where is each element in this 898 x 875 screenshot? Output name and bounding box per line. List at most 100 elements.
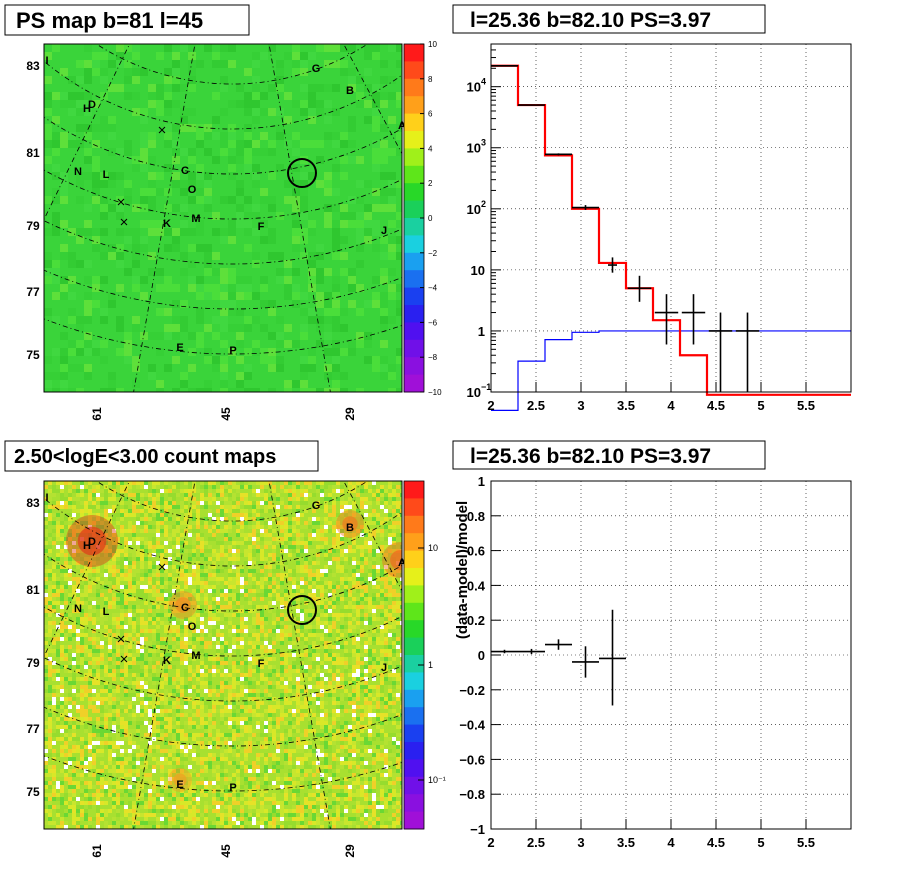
map-pixel <box>280 677 284 681</box>
map-pixel <box>64 549 68 553</box>
map-pixel <box>164 709 168 713</box>
map-pixel <box>320 637 324 641</box>
map-pixel <box>200 721 204 725</box>
map-pixel <box>240 673 244 677</box>
map-pixel <box>320 641 324 645</box>
map-pixel <box>300 52 308 60</box>
map-pixel <box>164 689 168 693</box>
map-pixel <box>244 505 248 509</box>
map-pixel <box>252 172 260 180</box>
map-pixel <box>256 489 260 493</box>
map-pixel <box>288 521 292 525</box>
map-pixel <box>160 545 164 549</box>
map-pixel <box>300 485 304 489</box>
map-pixel <box>280 513 284 517</box>
map-pixel <box>112 545 116 549</box>
map-pixel <box>316 613 320 617</box>
map-pixel <box>88 601 92 605</box>
map-pixel <box>368 565 372 569</box>
colorbar-band <box>404 252 424 271</box>
map-pixel <box>312 697 316 701</box>
map-pixel <box>168 589 172 593</box>
map-pixel <box>356 260 364 268</box>
map-pixel <box>108 372 116 380</box>
map-pixel <box>216 581 220 585</box>
map-pixel <box>184 565 188 569</box>
map-pixel <box>324 693 328 697</box>
map-pixel <box>260 581 264 585</box>
map-pixel <box>244 485 248 489</box>
map-pixel <box>252 613 256 617</box>
map-pixel <box>156 268 164 276</box>
map-pixel <box>292 60 300 68</box>
map-pixel <box>328 501 332 505</box>
map-pixel <box>300 589 304 593</box>
map-pixel <box>360 661 364 665</box>
map-pixel <box>104 529 108 533</box>
map-pixel <box>68 657 72 661</box>
map-pixel <box>316 529 320 533</box>
map-pixel <box>260 625 264 629</box>
map-pixel <box>168 681 172 685</box>
map-pixel <box>64 637 68 641</box>
map-pixel <box>356 697 360 701</box>
map-pixel <box>304 497 308 501</box>
map-pixel <box>344 505 348 509</box>
map-pixel <box>228 525 232 529</box>
map-pixel <box>264 673 268 677</box>
map-pixel <box>284 140 292 148</box>
map-pixel <box>180 204 188 212</box>
map-pixel <box>360 485 364 489</box>
map-pixel <box>160 613 164 617</box>
map-pixel <box>56 601 60 605</box>
map-pixel <box>92 244 100 252</box>
map-pixel <box>172 332 180 340</box>
map-pixel <box>72 597 76 601</box>
map-pixel <box>256 669 260 673</box>
map-pixel <box>328 633 332 637</box>
map-pixel <box>264 681 268 685</box>
map-pixel <box>276 625 280 629</box>
map-pixel <box>188 525 192 529</box>
map-pixel <box>152 661 156 665</box>
map-pixel <box>256 705 260 709</box>
total-model-line <box>491 64 851 396</box>
map-pixel <box>180 637 184 641</box>
map-pixel <box>384 625 388 629</box>
map-pixel <box>372 497 376 501</box>
map-pixel <box>60 549 64 553</box>
map-pixel <box>128 493 132 497</box>
map-pixel <box>300 537 304 541</box>
map-pixel <box>380 653 384 657</box>
map-pixel <box>372 549 376 553</box>
map-pixel <box>368 513 372 517</box>
map-pixel <box>312 657 316 661</box>
map-pixel <box>288 493 292 497</box>
map-pixel <box>52 573 56 577</box>
map-pixel <box>164 44 172 52</box>
map-pixel <box>68 573 72 577</box>
map-pixel <box>392 569 396 573</box>
map-pixel <box>240 645 244 649</box>
map-pixel <box>284 92 292 100</box>
map-pixel <box>196 573 200 577</box>
map-pixel <box>320 501 324 505</box>
map-pixel <box>232 573 236 577</box>
map-pixel <box>256 701 260 705</box>
map-pixel <box>196 673 200 677</box>
map-pixel <box>192 601 196 605</box>
map-pixel <box>148 196 156 204</box>
map-pixel <box>120 585 124 589</box>
y-tick-exponent: 2 <box>481 199 486 209</box>
map-pixel <box>372 100 380 108</box>
map-pixel <box>96 657 100 661</box>
map-pixel <box>172 513 176 517</box>
map-pixel <box>264 641 268 645</box>
map-pixel <box>232 629 236 633</box>
map-pixel <box>388 148 396 156</box>
map-pixel <box>128 521 132 525</box>
map-pixel <box>364 497 368 501</box>
map-pixel <box>360 645 364 649</box>
map-pixel <box>336 541 340 545</box>
map-pixel <box>340 661 344 665</box>
